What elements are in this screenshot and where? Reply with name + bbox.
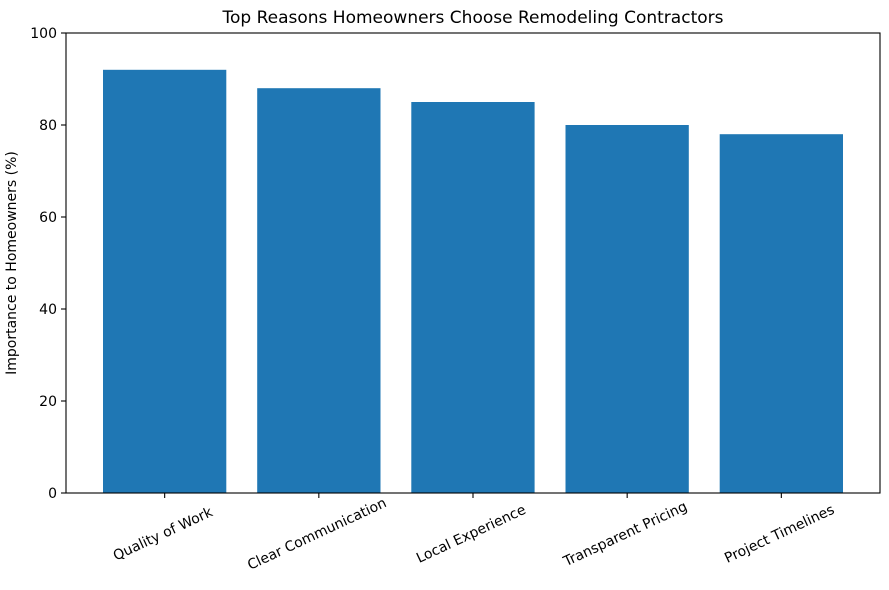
bar bbox=[411, 102, 535, 493]
x-tick-label: Quality of Work bbox=[111, 504, 216, 564]
y-tick-label: 20 bbox=[39, 394, 57, 410]
y-tick-label: 60 bbox=[39, 210, 57, 226]
bar bbox=[565, 125, 689, 493]
y-tick-label: 0 bbox=[48, 486, 57, 502]
y-tick-label: 80 bbox=[39, 118, 57, 134]
x-tick-label: Project Timelines bbox=[722, 502, 837, 567]
y-tick-label: 40 bbox=[39, 302, 57, 318]
bar bbox=[257, 88, 381, 493]
x-tick-label: Clear Communication bbox=[245, 495, 389, 573]
x-axis-ticks-group: Quality of Work Clear Communication Local … bbox=[111, 493, 837, 574]
bar bbox=[103, 69, 227, 494]
x-tick-label: Local Experience bbox=[414, 502, 528, 567]
bars-group bbox=[103, 69, 843, 494]
y-axis-ticks-group: 0 20 40 60 80 100 bbox=[30, 26, 66, 502]
y-tick-label: 100 bbox=[30, 26, 57, 42]
chart-title: Top Reasons Homeowners Choose Remodeling… bbox=[222, 8, 724, 28]
bar bbox=[719, 134, 843, 493]
x-tick-label: Transparent Pricing bbox=[560, 499, 690, 571]
y-axis-label: Importance to Homeowners (%) bbox=[4, 151, 20, 375]
axes-spines bbox=[65, 32, 881, 494]
